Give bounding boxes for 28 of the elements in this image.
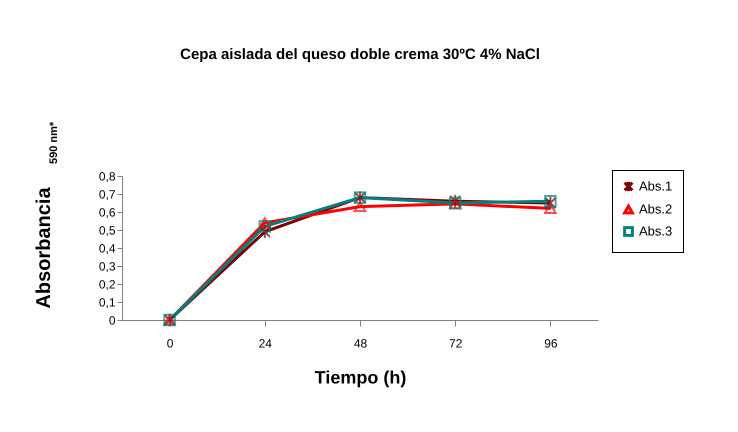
point bbox=[544, 194, 557, 208]
legend-label: Abs.1 bbox=[639, 178, 672, 194]
y-tick-label: 0,4 bbox=[98, 242, 116, 256]
legend-label: Abs.2 bbox=[639, 202, 672, 216]
point bbox=[448, 194, 462, 208]
point bbox=[258, 217, 272, 228]
y-tick-label: 0 bbox=[108, 314, 116, 328]
y-tick-label: 0,7 bbox=[98, 188, 116, 202]
x-axis-title: Tiempo (h) bbox=[314, 368, 406, 388]
y-tick-label: 0,5 bbox=[98, 224, 116, 238]
y-tick-label: 0,2 bbox=[98, 278, 116, 292]
legend-label: Abs.3 bbox=[639, 224, 672, 238]
x-tick-label: 0 bbox=[166, 336, 174, 350]
x-tick-label: 96 bbox=[544, 336, 558, 350]
x-tick-label: 72 bbox=[449, 336, 463, 350]
point bbox=[258, 224, 272, 240]
y-axis-title: Absorbancia 590 nm* bbox=[33, 121, 60, 309]
y-tick-label: 0,6 bbox=[98, 206, 116, 220]
point bbox=[354, 201, 366, 212]
point bbox=[544, 202, 557, 214]
chart-title: Cepa aislada del queso doble crema 30ºC 4% NaCl bbox=[180, 46, 540, 63]
y-tick-label: 0,1 bbox=[98, 296, 116, 310]
y-tick-label: 0,8 bbox=[98, 170, 116, 184]
point bbox=[258, 220, 272, 233]
y-tick-label: 0,3 bbox=[98, 260, 116, 274]
point bbox=[544, 196, 557, 210]
x-tick-label: 24 bbox=[258, 336, 272, 350]
x-tick-label: 48 bbox=[354, 336, 368, 350]
